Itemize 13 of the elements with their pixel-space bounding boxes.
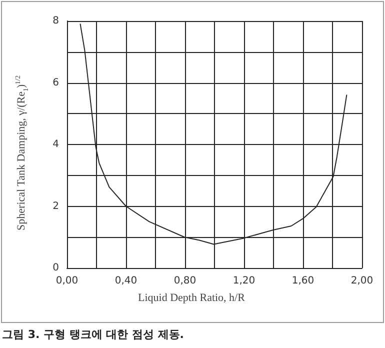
caption: 그림 3. 구형 탱크에 대한 점성 제동. — [2, 327, 184, 342]
x-tick-label: 0,80 — [174, 276, 196, 286]
y-tick-label: 0 — [52, 262, 59, 274]
y-tick-label: 6 — [52, 77, 59, 88]
y-tick-label: 4 — [52, 139, 59, 150]
x-tick-label: 0,00 — [56, 276, 78, 286]
x-tick-label: 2,00 — [350, 276, 374, 286]
y-tick-label: 8 — [52, 16, 59, 26]
y-tick-label: 2 — [52, 200, 59, 212]
x-tick-label: 0,40 — [114, 276, 138, 286]
x-tick-label: 1,20 — [232, 276, 256, 286]
x-tick-label: 1,60 — [292, 276, 314, 286]
x-axis-title: Liquid Depth Ratio, h/R — [137, 292, 246, 304]
